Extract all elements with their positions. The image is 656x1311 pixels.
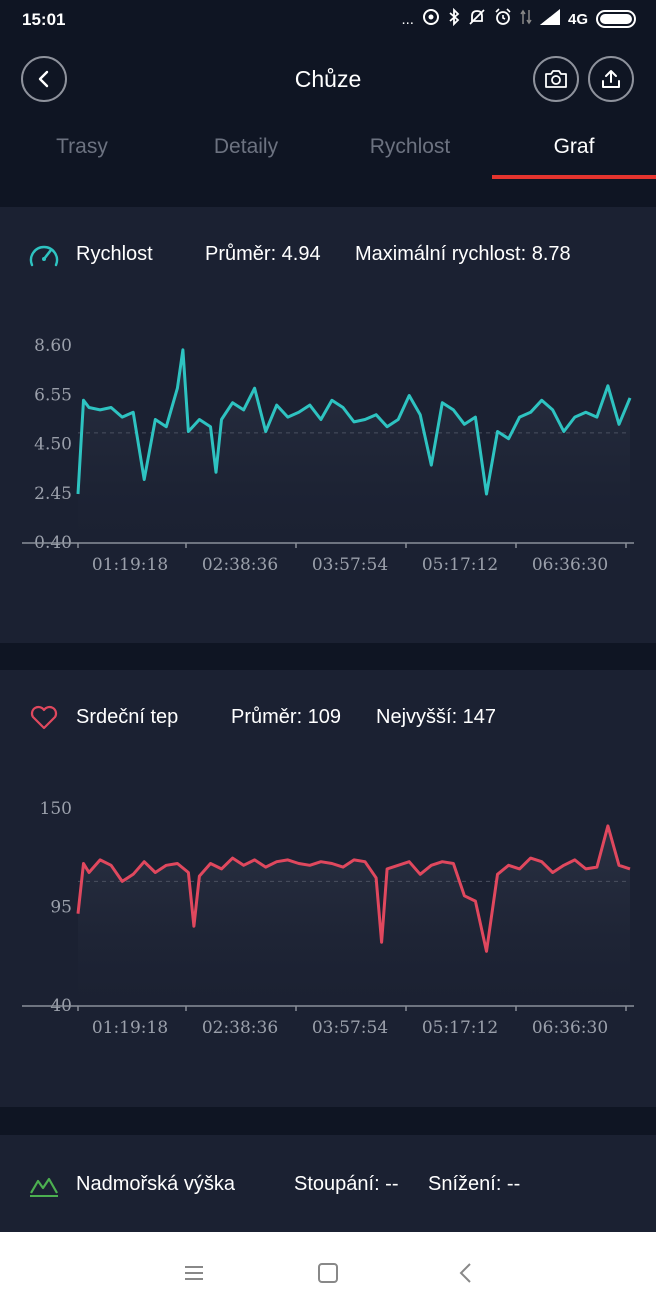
- app-header: Chůze: [0, 40, 656, 120]
- heart-y-tick-label: 150: [40, 799, 72, 819]
- status-bar: 15:01 ... 4G: [0, 0, 656, 40]
- mute-icon: [468, 8, 486, 30]
- speed-average: Průměr: 4.94: [205, 243, 321, 265]
- system-back-button[interactable]: [451, 1258, 481, 1288]
- notification-dots: ...: [401, 10, 414, 28]
- square-home-icon: [318, 1263, 338, 1283]
- speed-area: [78, 349, 630, 542]
- status-icons: ... 4G: [401, 7, 636, 30]
- heart-x-tick-label: 02:38:36: [202, 1018, 278, 1038]
- share-button[interactable]: [588, 56, 634, 102]
- page-title: Chůze: [294, 66, 362, 92]
- speed-x-tick-label: 01:19:18: [92, 555, 168, 575]
- speed-label: Rychlost: [76, 243, 153, 265]
- heart-card-header: Srdeční tep Průměr: 109 Nejvyšší: 147: [0, 702, 656, 732]
- data-arrows-icon: [520, 8, 532, 30]
- menu-button[interactable]: [179, 1258, 209, 1288]
- home-button[interactable]: [313, 1258, 343, 1288]
- status-time: 15:01: [22, 10, 66, 29]
- back-button[interactable]: [21, 56, 67, 102]
- speed-x-tick-label: 03:57:54: [312, 555, 388, 575]
- speed-y-tick-label: 4.50: [34, 435, 72, 455]
- tab-graf[interactable]: Graf: [553, 135, 595, 158]
- altitude-label: Nadmořská výška: [76, 1173, 235, 1195]
- system-nav-bar: [0, 1232, 656, 1311]
- camera-button[interactable]: [533, 56, 579, 102]
- speed-x-tick-label: 06:36:30: [532, 555, 608, 575]
- altitude-descent: Snížení: --: [428, 1173, 521, 1195]
- heart-x-tick-label: 03:57:54: [312, 1018, 388, 1038]
- speed-y-tick-label: 6.55: [34, 385, 72, 405]
- network-type: 4G: [567, 10, 588, 28]
- tab-bar: Trasy Detaily Rychlost Graf: [0, 120, 656, 182]
- heart-x-tick-label: 06:36:30: [532, 1018, 608, 1038]
- heart-icon: [28, 704, 60, 732]
- altitude-card-header: Nadmořská výška Stoupání: -- Snížení: --: [0, 1169, 656, 1199]
- heart-x-tick-label: 05:17:12: [422, 1018, 498, 1038]
- bluetooth-icon: [448, 7, 460, 30]
- nfc-icon: [422, 8, 440, 30]
- speed-card-header: Rychlost Průměr: 4.94 Maximální rychlost…: [0, 239, 656, 269]
- camera-icon: [545, 70, 567, 88]
- altitude-ascent: Stoupání: --: [294, 1173, 399, 1195]
- menu-icon: [185, 1266, 203, 1280]
- active-tab-indicator: [492, 175, 656, 179]
- signal-icon: [539, 9, 560, 29]
- speed-max: Maximální rychlost: 8.78: [355, 243, 571, 265]
- speed-x-tick-label: 02:38:36: [202, 555, 278, 575]
- chevron-left-icon: [38, 70, 49, 88]
- heart-label: Srdeční tep: [76, 706, 179, 728]
- heart-series-line: [76, 824, 631, 953]
- alarm-icon: [494, 8, 512, 30]
- altitude-card: Nadmořská výška Stoupání: -- Snížení: --: [0, 1135, 656, 1232]
- heart-rate-card: Srdeční tep Průměr: 109 Nejvyšší: 147 15…: [0, 670, 656, 1107]
- speedometer-icon: [28, 241, 60, 269]
- tab-detaily[interactable]: Detaily: [213, 135, 279, 158]
- tab-trasy[interactable]: Trasy: [56, 135, 108, 158]
- upload-icon: [602, 70, 620, 88]
- speed-series-line: [76, 348, 632, 496]
- speed-y-tick-label: 8.60: [34, 336, 72, 356]
- heart-x-tick-label: 01:19:18: [92, 1018, 168, 1038]
- speed-x-tick-label: 05:17:12: [422, 555, 498, 575]
- heart-max: Nejvyšší: 147: [376, 706, 497, 728]
- battery-icon: [596, 10, 636, 28]
- speed-card: Rychlost Průměr: 4.94 Maximální rychlost…: [0, 207, 656, 643]
- tab-rychlost[interactable]: Rychlost: [369, 135, 451, 158]
- speed-y-tick-label: 2.45: [34, 484, 72, 504]
- heart-area: [78, 825, 630, 1005]
- triangle-back-icon: [459, 1263, 471, 1283]
- mountain-icon: [28, 1171, 60, 1199]
- heart-average: Průměr: 109: [231, 706, 342, 728]
- heart-y-tick-label: 95: [50, 898, 72, 918]
